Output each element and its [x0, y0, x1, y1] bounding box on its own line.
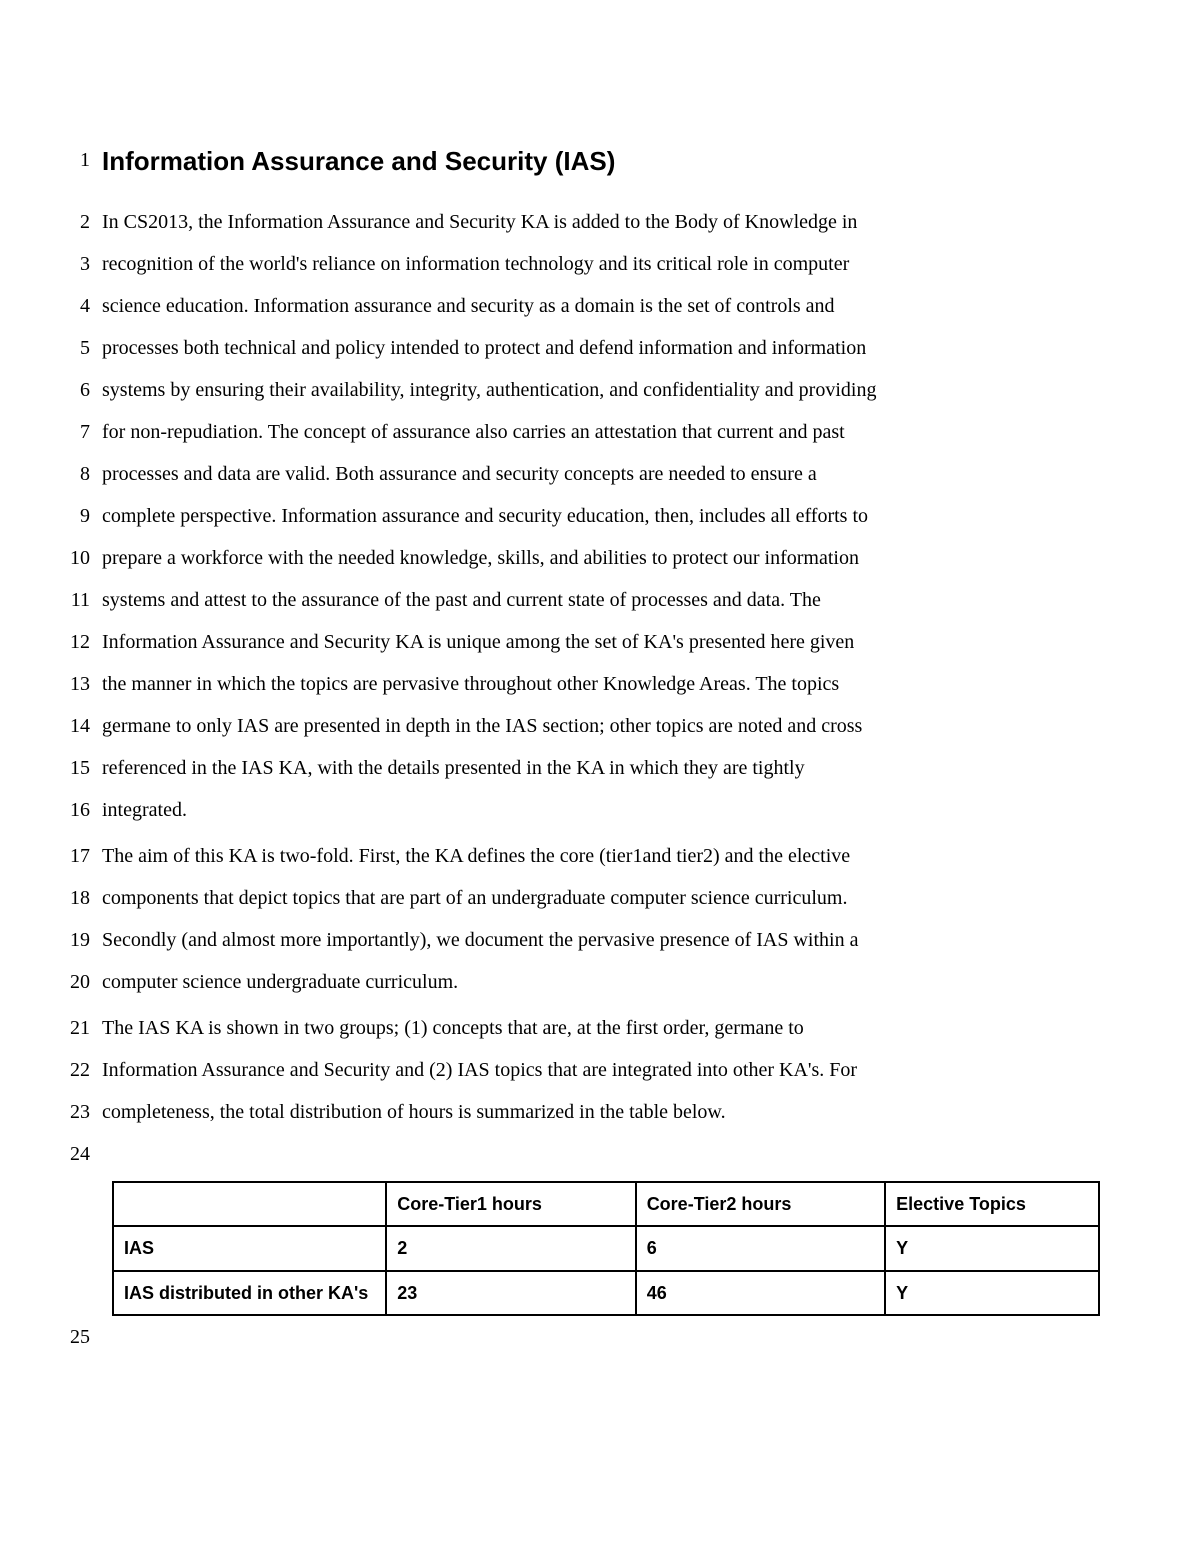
paragraph-3: 21 The IAS KA is shown in two groups; (1… — [60, 1013, 1100, 1127]
table-cell: IAS — [113, 1226, 386, 1271]
body-line: 15 referenced in the IAS KA, with the de… — [60, 753, 1100, 783]
line-number: 3 — [60, 249, 100, 279]
line-text: germane to only IAS are presented in dep… — [100, 711, 862, 741]
body-line: 6 systems by ensuring their availability… — [60, 375, 1100, 405]
body-line: 3 recognition of the world's reliance on… — [60, 249, 1100, 279]
body-line: 14 germane to only IAS are presented in … — [60, 711, 1100, 741]
line-number: 19 — [60, 925, 100, 955]
body-line: 11 systems and attest to the assurance o… — [60, 585, 1100, 615]
table-cell: 6 — [636, 1226, 885, 1271]
table-cell: Y — [885, 1226, 1099, 1271]
line-text: systems by ensuring their availability, … — [100, 375, 876, 405]
line-text: computer science undergraduate curriculu… — [100, 967, 458, 997]
body-line: 13 the manner in which the topics are pe… — [60, 669, 1100, 699]
body-line: 22 Information Assurance and Security an… — [60, 1055, 1100, 1085]
table-header-row: Core-Tier1 hours Core-Tier2 hours Electi… — [113, 1182, 1099, 1227]
line-number: 1 — [60, 145, 100, 175]
table-header-cell: Elective Topics — [885, 1182, 1099, 1227]
line-text: components that depict topics that are p… — [100, 883, 847, 913]
line-text: The aim of this KA is two-fold. First, t… — [100, 841, 850, 871]
title-row: 1 Information Assurance and Security (IA… — [60, 145, 1100, 179]
body-line: 5 processes both technical and policy in… — [60, 333, 1100, 363]
line-text: for non-repudiation. The concept of assu… — [100, 417, 845, 447]
table-header-cell: Core-Tier1 hours — [386, 1182, 635, 1227]
line-number: 2 — [60, 207, 100, 237]
line-number: 14 — [60, 711, 100, 741]
line-number: 7 — [60, 417, 100, 447]
line-number: 16 — [60, 795, 100, 825]
line-text: recognition of the world's reliance on i… — [100, 249, 849, 279]
line-number: 4 — [60, 291, 100, 321]
body-line: 9 complete perspective. Information assu… — [60, 501, 1100, 531]
body-line: 18 components that depict topics that ar… — [60, 883, 1100, 913]
body-line: 17 The aim of this KA is two-fold. First… — [60, 841, 1100, 871]
line-number: 11 — [60, 585, 100, 615]
line-number: 22 — [60, 1055, 100, 1085]
hours-table-container: Core-Tier1 hours Core-Tier2 hours Electi… — [112, 1181, 1100, 1317]
line-number: 13 — [60, 669, 100, 699]
line-number: 20 — [60, 967, 100, 997]
line-text: completeness, the total distribution of … — [100, 1097, 726, 1127]
line-text: referenced in the IAS KA, with the detai… — [100, 753, 805, 783]
line-number: 25 — [60, 1322, 100, 1352]
body-line: 12 Information Assurance and Security KA… — [60, 627, 1100, 657]
body-line: 21 The IAS KA is shown in two groups; (1… — [60, 1013, 1100, 1043]
line-number: 17 — [60, 841, 100, 871]
line-text: systems and attest to the assurance of t… — [100, 585, 821, 615]
hours-table: Core-Tier1 hours Core-Tier2 hours Electi… — [112, 1181, 1100, 1317]
body-line-empty: 24 — [60, 1139, 1100, 1169]
table-cell: IAS distributed in other KA's — [113, 1271, 386, 1316]
line-text: processes both technical and policy inte… — [100, 333, 866, 363]
table-header-cell-blank — [113, 1182, 386, 1227]
line-text: prepare a workforce with the needed know… — [100, 543, 859, 573]
line-text: integrated. — [100, 795, 187, 825]
body-line-empty: 25 — [60, 1322, 1100, 1352]
body-line: 4 science education. Information assuran… — [60, 291, 1100, 321]
body-line: 8 processes and data are valid. Both ass… — [60, 459, 1100, 489]
line-number: 8 — [60, 459, 100, 489]
line-number: 15 — [60, 753, 100, 783]
line-text: the manner in which the topics are perva… — [100, 669, 839, 699]
line-text: The IAS KA is shown in two groups; (1) c… — [100, 1013, 804, 1043]
document-page: 1 Information Assurance and Security (IA… — [0, 0, 1200, 1553]
line-number: 23 — [60, 1097, 100, 1127]
line-number: 6 — [60, 375, 100, 405]
table-cell: Y — [885, 1271, 1099, 1316]
table-cell: 2 — [386, 1226, 635, 1271]
line-number: 9 — [60, 501, 100, 531]
table-cell: 23 — [386, 1271, 635, 1316]
body-line: 2 In CS2013, the Information Assurance a… — [60, 207, 1100, 237]
page-title: Information Assurance and Security (IAS) — [100, 145, 615, 179]
paragraph-1: 2 In CS2013, the Information Assurance a… — [60, 207, 1100, 825]
line-number: 10 — [60, 543, 100, 573]
table-header-cell: Core-Tier2 hours — [636, 1182, 885, 1227]
body-line: 16 integrated. — [60, 795, 1100, 825]
line-text: Secondly (and almost more importantly), … — [100, 925, 858, 955]
body-line: 10 prepare a workforce with the needed k… — [60, 543, 1100, 573]
paragraph-2: 17 The aim of this KA is two-fold. First… — [60, 841, 1100, 997]
line-text: In CS2013, the Information Assurance and… — [100, 207, 857, 237]
line-text: processes and data are valid. Both assur… — [100, 459, 817, 489]
line-text: science education. Information assurance… — [100, 291, 835, 321]
body-line: 20 computer science undergraduate curric… — [60, 967, 1100, 997]
line-number: 21 — [60, 1013, 100, 1043]
line-text: complete perspective. Information assura… — [100, 501, 868, 531]
table-cell: 46 — [636, 1271, 885, 1316]
body-line: 19 Secondly (and almost more importantly… — [60, 925, 1100, 955]
line-number: 5 — [60, 333, 100, 363]
line-text: Information Assurance and Security and (… — [100, 1055, 857, 1085]
line-text: Information Assurance and Security KA is… — [100, 627, 854, 657]
line-number: 24 — [60, 1139, 100, 1169]
table-row: IAS 2 6 Y — [113, 1226, 1099, 1271]
table-row: IAS distributed in other KA's 23 46 Y — [113, 1271, 1099, 1316]
line-number: 18 — [60, 883, 100, 913]
body-line: 7 for non-repudiation. The concept of as… — [60, 417, 1100, 447]
line-number: 12 — [60, 627, 100, 657]
body-line: 23 completeness, the total distribution … — [60, 1097, 1100, 1127]
